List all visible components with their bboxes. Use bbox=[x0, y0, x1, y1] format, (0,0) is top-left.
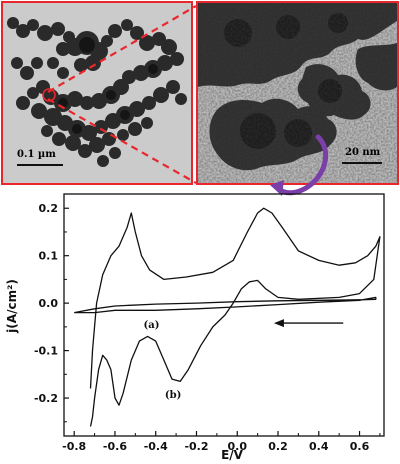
zoom-region-marker bbox=[42, 88, 56, 102]
tem-texture bbox=[198, 3, 397, 183]
y-tick-label: 0.1 bbox=[39, 250, 59, 263]
y-tick-label: -0.1 bbox=[34, 345, 58, 358]
cv-curves bbox=[74, 207, 381, 427]
tem-nanoparticle-network bbox=[3, 3, 191, 183]
cv-curve-line bbox=[74, 296, 377, 314]
curved-arrow-head bbox=[270, 180, 284, 196]
zoom-line-top bbox=[47, 5, 197, 93]
scan-direction-arrow-head bbox=[273, 319, 284, 328]
x-tick-label: 0.2 bbox=[268, 440, 288, 453]
tem-image-high-magnification: 20 nm bbox=[196, 1, 399, 185]
x-axis-title: E/V bbox=[221, 448, 244, 462]
y-tick-label: 0.0 bbox=[39, 297, 59, 310]
cyclic-voltammogram: -0.8 -0.6 -0.4 -0.2 0.0 0.2 0.4 0.6 0.20.10.0-0… bbox=[5, 193, 385, 462]
curved-arrow bbox=[277, 134, 329, 196]
series-label: (a) bbox=[143, 320, 159, 331]
x-tick-label: 0.0 bbox=[227, 440, 247, 453]
x-axis-ticks: -0.8 -0.6 -0.4 -0.2 0.0 0.2 0.4 0.6 bbox=[62, 431, 381, 453]
x-tick-label: 0.6 bbox=[350, 440, 370, 453]
zoom-line-bottom bbox=[47, 98, 197, 184]
y-tick-label: 0.2 bbox=[39, 202, 59, 215]
scale-bar-label-right: 20 nm bbox=[345, 147, 381, 158]
x-tick-label: -0.8 bbox=[62, 440, 86, 453]
figure-overlay bbox=[47, 5, 329, 196]
plot-frame bbox=[63, 193, 385, 437]
y-tick-label: -0.2 bbox=[34, 392, 58, 405]
tem-nanoparticle-closeup bbox=[198, 3, 397, 183]
tem-image-low-magnification: 0.1 µm bbox=[1, 1, 193, 185]
scale-bar-label-left: 0.1 µm bbox=[17, 149, 56, 160]
curve-labels: (a) (b) bbox=[143, 320, 181, 401]
x-tick-label: 0.4 bbox=[309, 440, 329, 453]
dense-cores bbox=[58, 37, 158, 134]
cv-curve-line bbox=[89, 207, 381, 427]
plot-axes bbox=[63, 193, 385, 437]
x-tick-label: -0.6 bbox=[103, 440, 127, 453]
y-axis-ticks: 0.2 0.1 0.0 -0.1 -0.2 bbox=[34, 202, 69, 423]
x-tick-label: -0.4 bbox=[144, 440, 168, 453]
x-tick-label: -0.2 bbox=[184, 440, 208, 453]
y-axis-title: j(A/cm²) bbox=[5, 279, 19, 334]
series-label: (b) bbox=[165, 390, 181, 401]
